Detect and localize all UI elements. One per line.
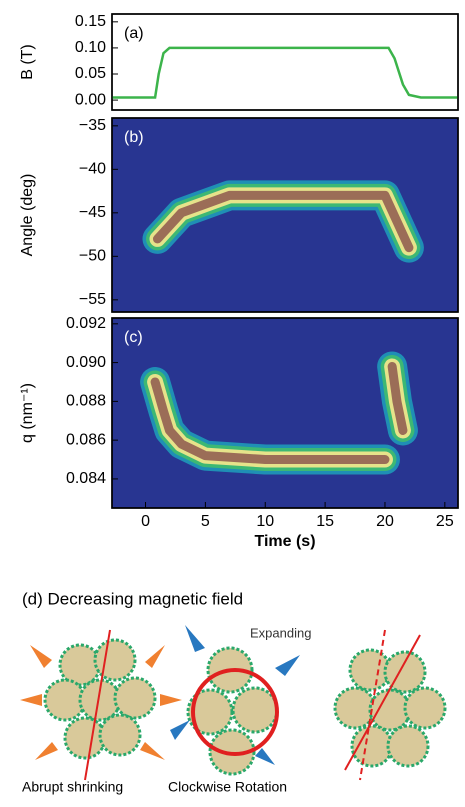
y-tick-label: −55 <box>79 291 106 308</box>
plot-frame <box>111 117 459 313</box>
ridge-band <box>150 361 408 465</box>
y-axis-label: q (nm⁻¹) <box>19 383 36 443</box>
ridge-band <box>152 190 414 253</box>
label: Expanding <box>250 625 311 640</box>
y-tick-label: 0.05 <box>75 65 106 82</box>
y-tick-label: −35 <box>79 117 106 134</box>
x-tick-label: 20 <box>376 513 394 530</box>
old-axis <box>359 629 386 781</box>
y-tick-label: 0.086 <box>66 431 106 448</box>
y-tick-label: 0.090 <box>66 354 106 371</box>
y-axis-label: B (T) <box>19 44 36 80</box>
y-tick-label: 0.00 <box>75 91 106 108</box>
label: Abrupt shrinking <box>22 779 123 795</box>
new-axis <box>344 634 421 771</box>
plot-frame <box>111 317 459 509</box>
y-tick-label: 0.092 <box>66 315 106 332</box>
y-tick-label: −50 <box>79 248 106 265</box>
plot-frame <box>111 13 459 111</box>
panel-label: (c) <box>124 329 143 346</box>
line <box>112 46 458 99</box>
shrink-arrows <box>20 645 182 760</box>
ridge <box>142 180 424 263</box>
expand-arrows <box>170 625 300 765</box>
y-tick-label: 0.10 <box>75 39 106 56</box>
diagram: (d) Decreasing magnetic field Expanding … <box>20 589 447 795</box>
y-tick-label: −45 <box>79 204 106 221</box>
diagram-title: (d) Decreasing magnetic field <box>22 589 243 608</box>
y-axis-label: Angle (deg) <box>19 174 36 257</box>
x-tick-label: 5 <box>201 513 210 530</box>
x-tick-label: 25 <box>436 513 454 530</box>
y-tick-label: 0.084 <box>66 470 106 487</box>
ridge <box>140 351 418 475</box>
panel-label: (b) <box>124 129 144 146</box>
plot-area <box>111 13 459 111</box>
y-tick-label: 0.088 <box>66 393 106 410</box>
y-tick-label: −40 <box>79 161 106 178</box>
label: Clockwise Rotation <box>168 779 287 795</box>
y-tick-label: 0.15 <box>75 13 106 30</box>
x-axis-label: Time (s) <box>254 533 315 550</box>
panel-label: (a) <box>124 25 144 42</box>
axis-line <box>84 629 111 781</box>
x-tick-label: 10 <box>256 513 274 530</box>
x-tick-label: 15 <box>316 513 334 530</box>
x-tick-label: 0 <box>141 513 150 530</box>
rotation-arrow <box>191 668 279 756</box>
